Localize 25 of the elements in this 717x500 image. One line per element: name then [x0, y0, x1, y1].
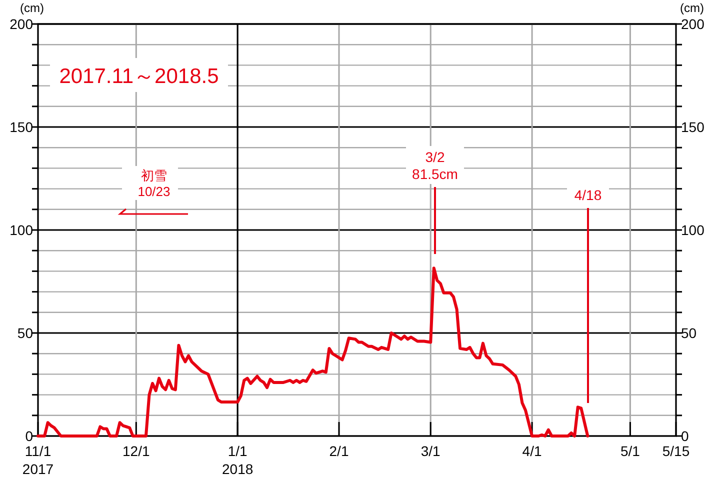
annotation: 4/18	[574, 187, 602, 203]
y2-tick-label: 50	[681, 325, 697, 341]
y-tick-label: 100	[10, 222, 34, 238]
y2-tick-label: 0	[681, 428, 689, 444]
x-tick-label: 5/15	[662, 443, 690, 459]
x-tick-label: 4/1	[522, 443, 542, 459]
x-tick-label: 12/1	[122, 443, 150, 459]
x-tick-label: 2/1	[329, 443, 349, 459]
x-tick-label: 3/1	[420, 443, 441, 459]
y2-axis-title: (cm)	[680, 1, 704, 15]
x-tick-label: 5/1	[620, 443, 640, 459]
x-tick-label: 1/1 2018	[222, 443, 254, 477]
annotation: 3/2 81.5cm	[412, 149, 458, 182]
y-axis-title: (cm)	[20, 1, 44, 15]
y2-tick-label: 200	[681, 16, 705, 32]
x-tick-label: 11/1 2017	[22, 443, 54, 477]
y2-tick-label: 150	[681, 119, 705, 135]
annotation: 初雪 10/23	[138, 168, 170, 199]
y2-tick-label: 100	[681, 222, 705, 238]
y-tick-label: 50	[17, 325, 34, 341]
y-tick-label: 0	[25, 428, 34, 444]
y-tick-label: 150	[10, 119, 34, 135]
text: 2017.11～2018.5	[59, 65, 219, 88]
y-tick-label: 200	[10, 16, 34, 32]
line-series	[36, 266, 590, 438]
